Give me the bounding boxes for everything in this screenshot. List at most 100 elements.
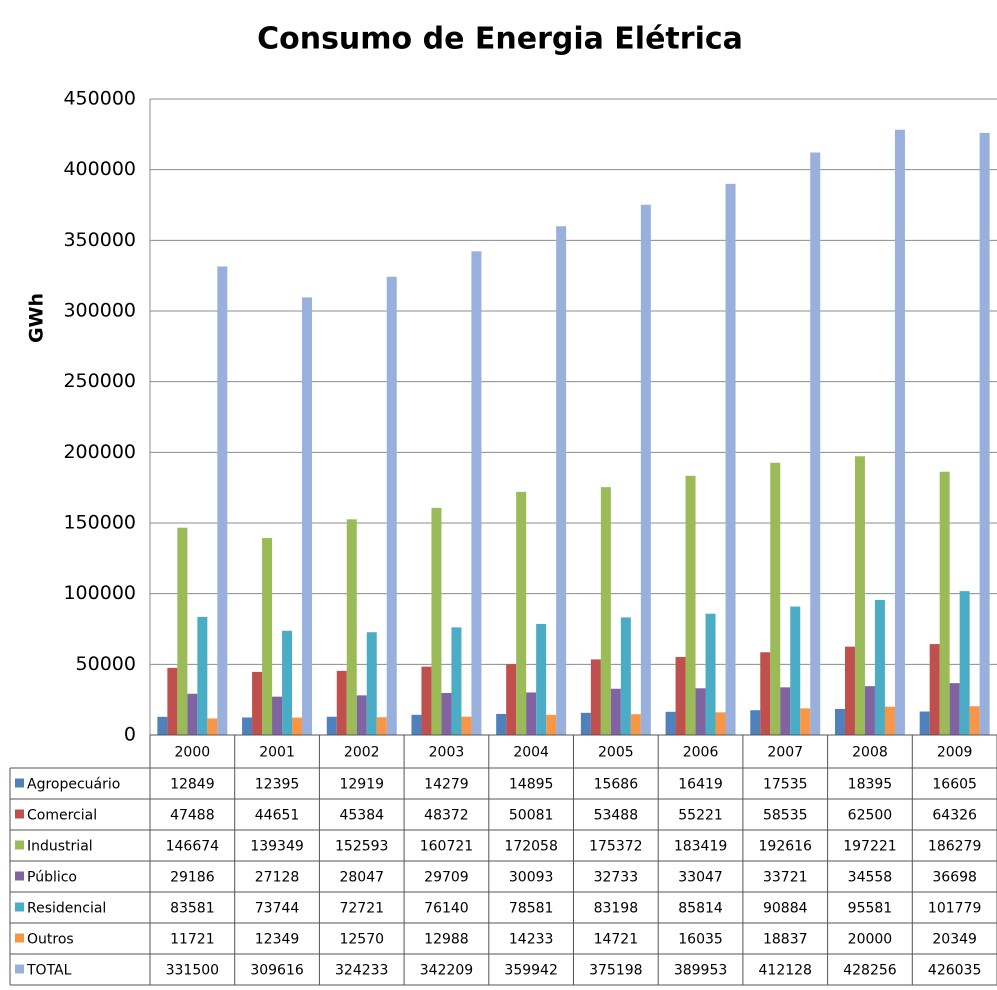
table-value: 160721 <box>420 839 473 855</box>
table-value: 12849 <box>170 777 215 793</box>
x-tick-label: 2000 <box>175 745 211 761</box>
table-value: 197221 <box>843 839 896 855</box>
table-value: 18837 <box>763 932 808 948</box>
legend-swatch <box>15 778 24 788</box>
bar <box>725 183 736 735</box>
table-value: 45384 <box>339 808 384 824</box>
bar <box>366 632 377 735</box>
table-value: 412128 <box>759 963 812 979</box>
legend-label: Comercial <box>27 808 97 824</box>
bar <box>844 646 855 735</box>
bar <box>157 716 168 735</box>
table-value: 78581 <box>509 901 554 917</box>
bar <box>471 251 482 736</box>
bar <box>546 714 557 735</box>
bar <box>939 471 950 735</box>
bar <box>979 132 990 735</box>
table-value: 16419 <box>678 777 723 793</box>
bar <box>800 708 811 735</box>
table-value: 30093 <box>509 870 554 886</box>
table-value: 64326 <box>932 808 977 824</box>
table-value: 58535 <box>763 808 808 824</box>
chart-title: Consumo de Energia Elétrica <box>257 22 743 57</box>
table-value: 85814 <box>678 901 723 917</box>
bar <box>640 204 651 735</box>
table-value: 18395 <box>848 777 893 793</box>
legend-swatch <box>15 809 24 819</box>
bar <box>675 656 686 735</box>
legend-swatch <box>15 933 24 943</box>
table-value: 50081 <box>509 808 554 824</box>
table-value: 12919 <box>339 777 384 793</box>
bar <box>516 491 527 735</box>
table-value: 172058 <box>504 839 557 855</box>
bar <box>197 616 208 735</box>
bar <box>411 714 422 735</box>
legend-swatch <box>15 964 24 974</box>
legend-swatch <box>15 871 24 881</box>
table-value: 16035 <box>678 932 723 948</box>
table-value: 375198 <box>589 963 642 979</box>
y-tick-label: 0 <box>124 724 136 746</box>
bar <box>526 692 537 735</box>
bar <box>959 591 970 735</box>
table-value: 33721 <box>763 870 808 886</box>
table-value: 426035 <box>928 963 981 979</box>
bar <box>441 693 452 735</box>
table-value: 101779 <box>928 901 981 917</box>
y-axis-label: GWh <box>26 293 48 343</box>
legend-label: Agropecuário <box>27 777 120 793</box>
table-value: 309616 <box>250 963 304 979</box>
table-value: 192616 <box>759 839 813 855</box>
bar <box>770 462 781 735</box>
table-value: 12395 <box>255 777 300 793</box>
bar <box>715 712 726 735</box>
x-tick-label: 2001 <box>259 745 295 761</box>
table-value: 324233 <box>335 963 388 979</box>
legend-swatch <box>15 840 24 850</box>
legend-label: Outros <box>27 932 74 948</box>
bar <box>580 712 591 735</box>
bar <box>302 297 313 735</box>
table-value: 186279 <box>928 839 981 855</box>
table-value: 83198 <box>594 901 639 917</box>
bar <box>292 717 303 735</box>
table-value: 389953 <box>674 963 727 979</box>
table-value: 14279 <box>424 777 469 793</box>
bar <box>506 664 517 735</box>
x-tick-label: 2003 <box>429 745 465 761</box>
bar <box>536 623 547 735</box>
table-value: 11721 <box>170 932 215 948</box>
y-tick-label: 350000 <box>63 229 136 251</box>
table-value: 47488 <box>170 808 215 824</box>
bar <box>750 710 761 735</box>
table-value: 16605 <box>932 777 977 793</box>
bar <box>326 716 337 735</box>
table-value: 15686 <box>594 777 639 793</box>
bar <box>451 627 462 735</box>
bar <box>282 630 293 735</box>
bar <box>894 129 905 736</box>
bar <box>496 713 507 735</box>
bar <box>242 717 253 735</box>
bar <box>252 671 263 735</box>
y-tick-label: 50000 <box>76 653 136 675</box>
bar <box>336 670 347 735</box>
table-value: 29709 <box>424 870 469 886</box>
bar <box>207 718 218 735</box>
bar <box>834 709 845 735</box>
legend-label: Industrial <box>27 839 93 855</box>
table-value: 359942 <box>504 963 557 979</box>
bar <box>177 527 188 735</box>
bar <box>556 226 567 735</box>
table-value: 20000 <box>848 932 893 948</box>
table-value: 33047 <box>678 870 723 886</box>
legend-label: Residencial <box>27 901 106 917</box>
bar <box>780 687 791 735</box>
table-value: 90884 <box>763 901 808 917</box>
y-tick-label: 250000 <box>63 370 136 392</box>
table-value: 27128 <box>255 870 300 886</box>
table-value: 342209 <box>420 963 473 979</box>
x-tick-label: 2006 <box>683 745 719 761</box>
